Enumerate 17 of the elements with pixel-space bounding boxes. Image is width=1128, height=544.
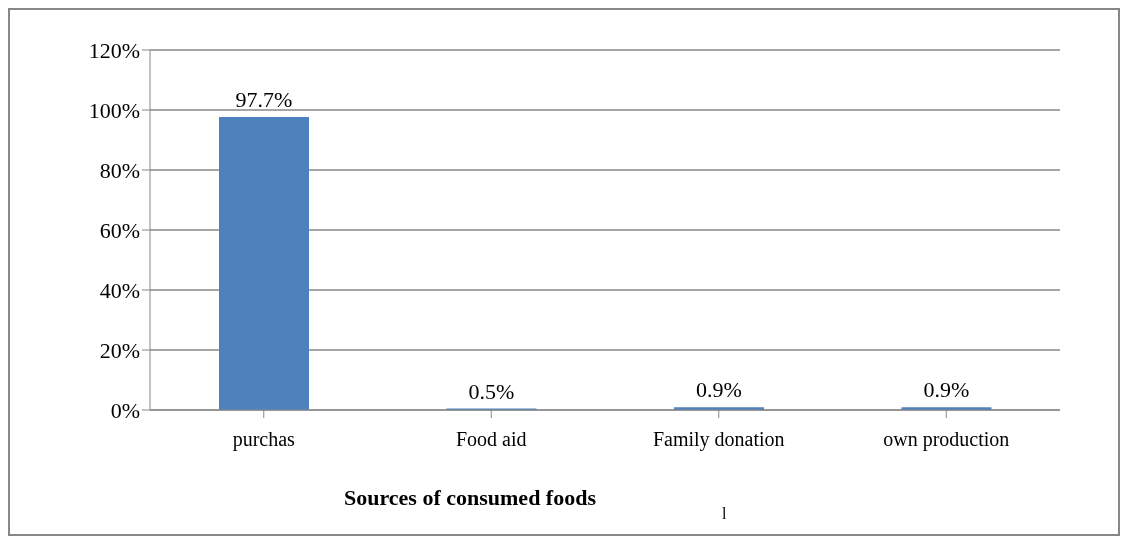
y-tick-label: 120% — [88, 37, 140, 63]
y-tick-label: 0% — [110, 397, 140, 423]
text: l — [722, 504, 727, 524]
x-axis-title: Sources of consumed foods — [343, 485, 596, 510]
data-label: 97.7% — [235, 86, 293, 112]
y-tick-label: 20% — [99, 337, 140, 363]
data-label: 0.5% — [468, 378, 515, 404]
data-label: 0.9% — [923, 377, 970, 403]
y-tick-label: 40% — [99, 277, 140, 303]
y-tick-label: 60% — [99, 217, 140, 243]
data-label: 0.9% — [696, 377, 742, 403]
x-tick-label: own production — [883, 428, 1010, 452]
y-tick-label: 80% — [99, 157, 140, 183]
x-tick-label: Food aid — [455, 428, 527, 451]
x-tick-label: Family donation — [652, 428, 785, 452]
x-tick-label: purchas — [232, 428, 296, 452]
y-tick-label: 100% — [88, 97, 140, 123]
